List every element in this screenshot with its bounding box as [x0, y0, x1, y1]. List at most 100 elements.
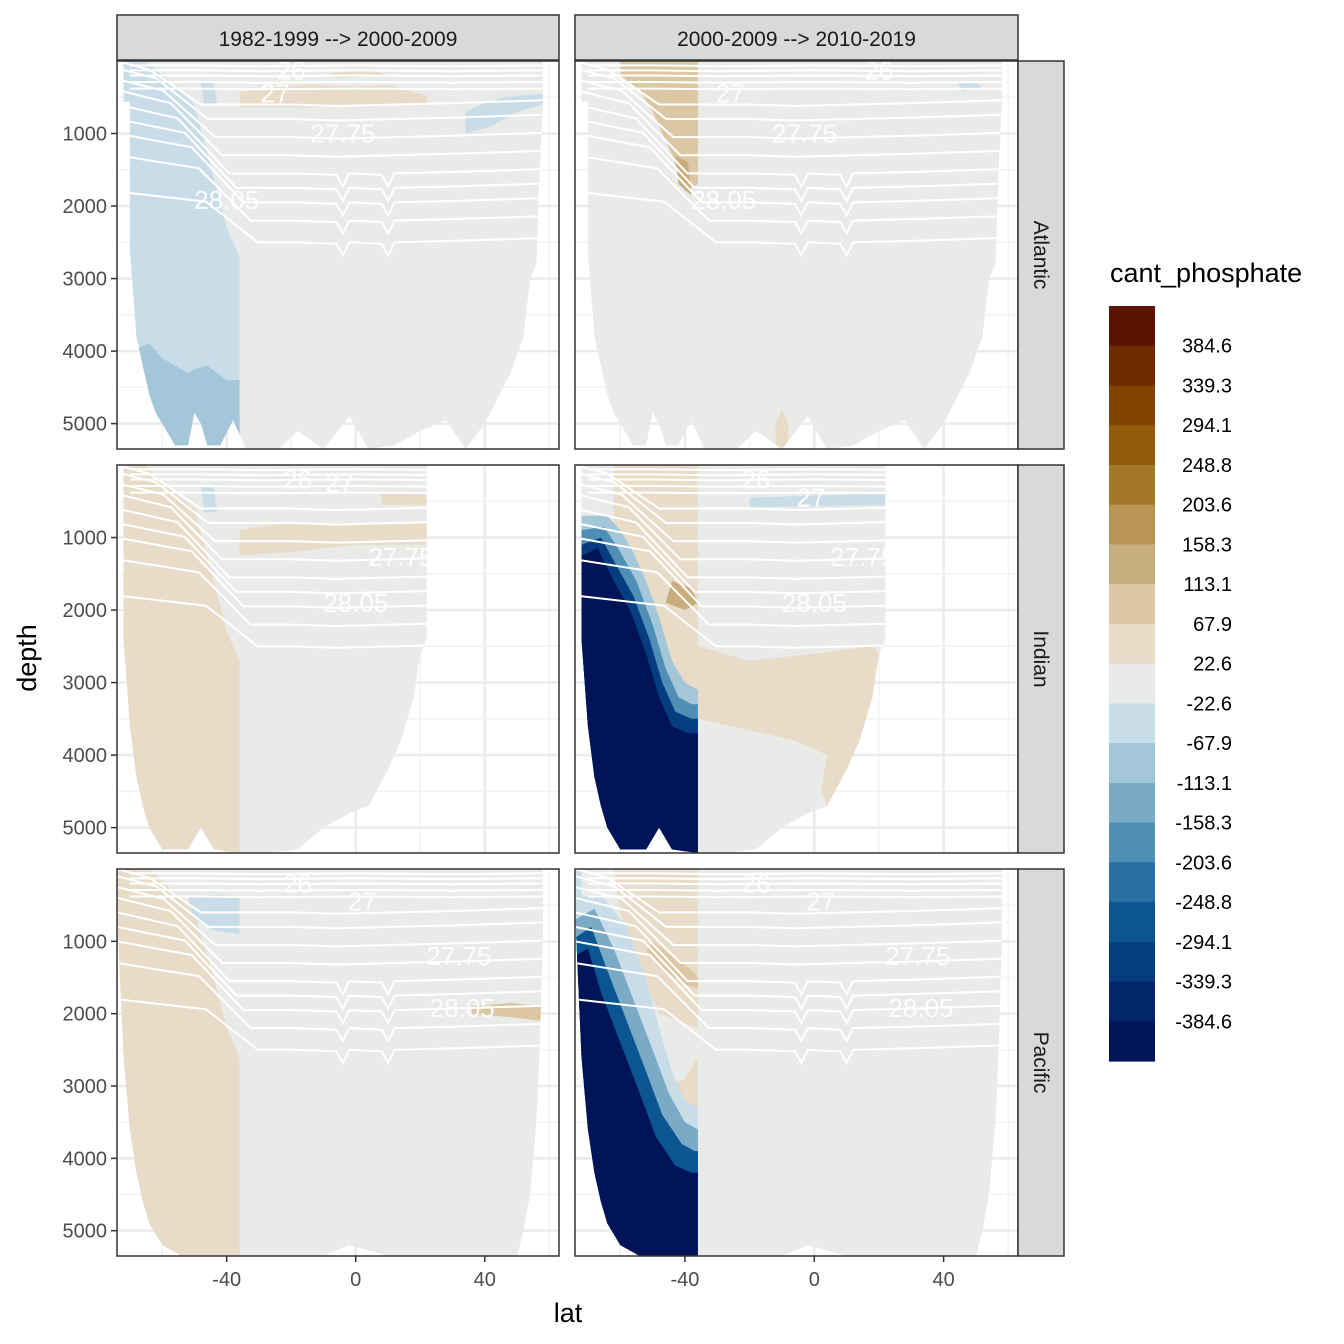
isopycnal-label: 26: [864, 55, 893, 85]
isopycnal-line: [123, 471, 427, 526]
cant-region: [749, 494, 886, 508]
isopycnal-line: [123, 558, 427, 628]
isopycnal-line: [123, 103, 543, 189]
legend-swatch: [1109, 862, 1155, 903]
isopycnal-line: [581, 67, 1002, 122]
isopycnal-line: [123, 522, 427, 595]
legend-label: -248.8: [1175, 892, 1232, 914]
isopycnal-line: [123, 132, 543, 218]
isopycnal-label: 27: [348, 887, 377, 917]
legend-title: cant_phosphate: [1110, 258, 1302, 288]
legend-label: -384.6: [1175, 1011, 1232, 1033]
isopycnal-line: [123, 190, 543, 258]
isopycnal-line: [587, 64, 1002, 68]
legend-swatch: [1109, 623, 1155, 665]
isopycnal-line: [129, 69, 543, 73]
isopycnal-label: 27.75: [368, 542, 433, 572]
isopycnal-label: 27.75: [885, 941, 950, 971]
isopycnals: [123, 465, 427, 649]
isopycnal-label: 28.05: [782, 588, 847, 618]
x-tick-label: -40: [212, 1269, 241, 1291]
legend-swatch: [1109, 306, 1155, 347]
isopycnal-line: [123, 78, 543, 140]
isopycnal-line: [587, 478, 886, 482]
legend-label: -294.1: [1175, 932, 1232, 954]
isopycnal-line: [129, 64, 543, 68]
legend-swatch: [1109, 782, 1155, 824]
isopycnal-line: [587, 69, 1002, 73]
isopycnal-line: [575, 886, 1002, 948]
isopycnal-line: [117, 896, 543, 966]
legend-swatch: [1109, 941, 1155, 983]
panel-data: 26 27 27.75 28.05: [575, 869, 1002, 1256]
isopycnal-label: 26: [283, 465, 312, 495]
legend-label: -113.1: [1177, 773, 1232, 795]
isopycnal-line: [123, 154, 543, 236]
row-strip-label: Pacific: [1029, 1032, 1052, 1094]
panel-border: [116, 60, 560, 450]
legend-swatch: [1109, 703, 1155, 744]
row-strip-label: Atlantic: [1029, 221, 1052, 290]
isopycnal-line: [123, 507, 427, 580]
isopycnal-line: [575, 875, 1002, 930]
cant-region: [239, 84, 427, 108]
isopycnal-line: [129, 491, 427, 495]
isopycnal-line: [587, 80, 1002, 84]
legend-label: 339.3: [1182, 375, 1232, 397]
x-tick-label: 0: [350, 1269, 361, 1291]
panel-pacific-2: 26 27 27.75 28.05: [574, 868, 1019, 1257]
isopycnal-line: [129, 882, 543, 886]
isopycnal-line: [129, 468, 427, 472]
isopycnal-line: [129, 87, 543, 91]
isopycnal-line: [117, 940, 543, 1026]
legend-swatch: [1109, 743, 1155, 784]
isopycnal-line: [581, 522, 886, 595]
isopycnal-line: [117, 911, 543, 997]
isopycnal-line: [581, 482, 886, 544]
isopycnal-line: [587, 882, 1002, 886]
isopycnal-line: [575, 869, 1002, 915]
legend-label: 248.8: [1182, 455, 1232, 477]
isopycnal-line: [587, 473, 886, 477]
cant-region: [575, 948, 698, 1256]
isopycnal-line: [575, 998, 1002, 1066]
legend-swatch: [1109, 663, 1155, 704]
isopycnal-label: 27: [261, 79, 290, 109]
x-tick-label: 40: [474, 1269, 496, 1291]
cant-region: [123, 465, 240, 853]
isopycnal-line: [581, 132, 1002, 218]
y-tick-label: 4000: [63, 1148, 108, 1170]
column-strip: [116, 14, 560, 61]
isopycnal-line: [581, 471, 886, 526]
legend-swatch: [1109, 385, 1155, 426]
isopycnal-line: [587, 468, 886, 472]
y-tick-label: 3000: [63, 1076, 108, 1098]
cant-region: [188, 894, 240, 935]
isopycnal-line: [581, 493, 886, 562]
panel-border: [116, 464, 560, 854]
cant-fill: [123, 465, 427, 853]
isopycnal-label: 27: [797, 483, 826, 513]
isopycnals: [581, 61, 1002, 258]
legend-swatch: [1109, 425, 1155, 466]
isopycnal-line: [587, 491, 886, 495]
axes: 1000200030004000500010002000300040005000…: [12, 124, 955, 1328]
isopycnal-line: [117, 886, 543, 948]
legend-label: 22.6: [1193, 654, 1232, 676]
y-tick-label: 5000: [63, 414, 108, 436]
isopycnal-line: [123, 61, 543, 108]
column-strip-label: 1982-1999 --> 2000-2009: [219, 28, 458, 51]
isopycnal-line: [587, 87, 1002, 91]
isopycnal-label: 27: [325, 468, 354, 498]
isopycnal-line: [575, 911, 1002, 997]
legend-label: 113.1: [1183, 574, 1232, 596]
cant-region: [239, 523, 427, 556]
isopycnal-line: [123, 67, 543, 122]
y-tick-label: 1000: [63, 124, 108, 146]
isopycnal-label: 27.75: [310, 119, 375, 149]
isopycnal-line: [587, 895, 1002, 899]
cant-fill: [575, 869, 698, 1256]
cant-fill: [581, 465, 886, 853]
